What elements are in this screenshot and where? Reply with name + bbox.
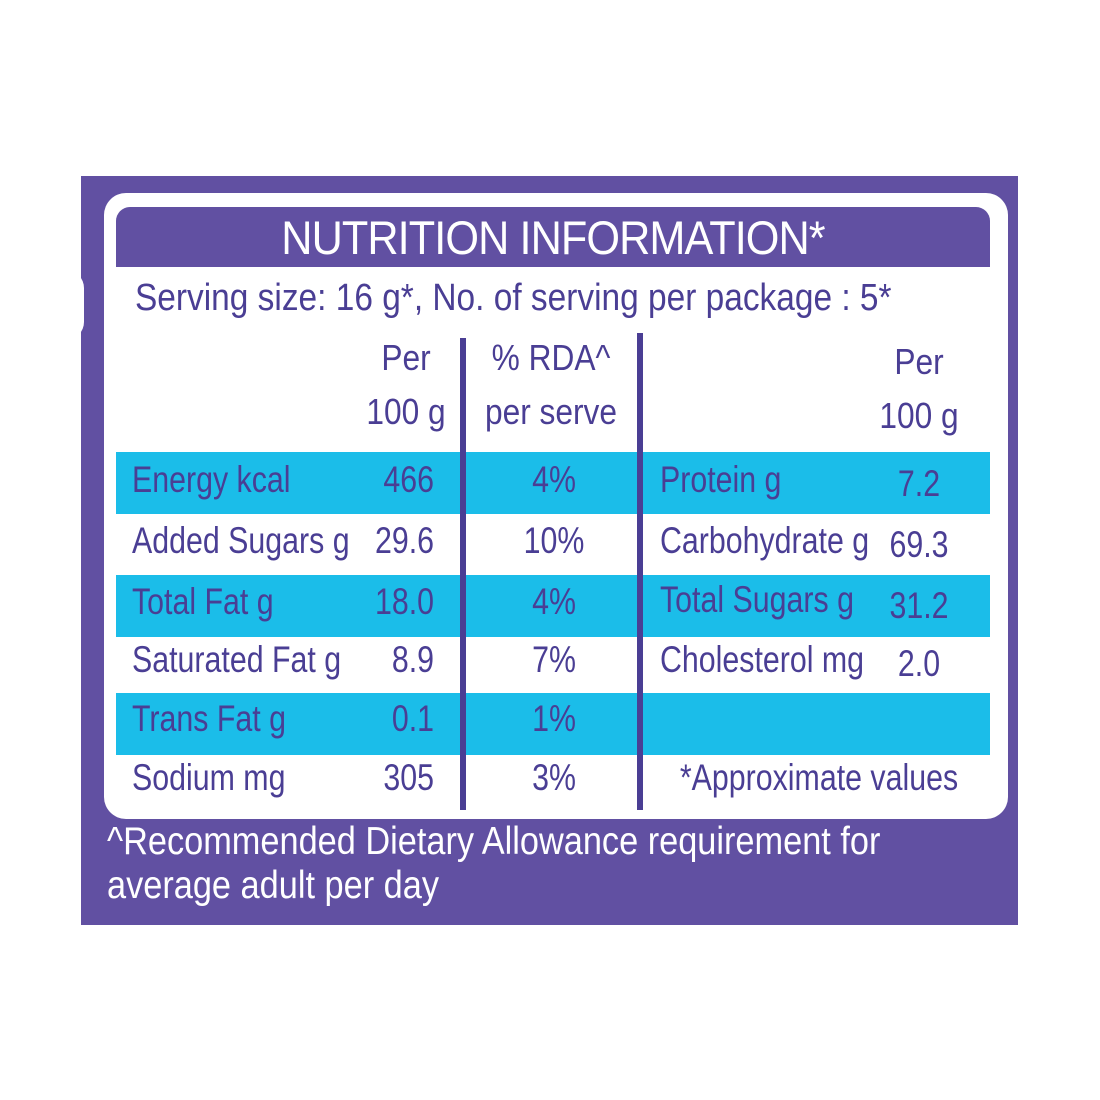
- nutrient-rda: 4%: [532, 581, 576, 622]
- row-highlight-3: [116, 575, 990, 637]
- header-per-left-line2: 100 g: [366, 391, 446, 432]
- nutrient-value: 69.3: [889, 524, 949, 565]
- nutrient-value: 2.0: [897, 643, 941, 684]
- nutrient-label: Total Fat g: [132, 581, 274, 622]
- nutrient-label: Sodium mg: [132, 757, 286, 798]
- row-highlight-5: [116, 693, 990, 755]
- nutrient-label: Cholesterol mg: [660, 639, 865, 680]
- rda-footnote: ^Recommended Dietary Allowance requireme…: [107, 820, 881, 907]
- approx-values-note: *Approximate values: [679, 757, 959, 798]
- nutrient-label: Energy kcal: [132, 459, 291, 500]
- nutrient-rda: 7%: [532, 639, 576, 680]
- nutrient-label: Protein g: [660, 459, 782, 500]
- nutrient-value: 7.2: [897, 463, 941, 504]
- header-per-left-line1: Per: [381, 337, 431, 378]
- header-per-right-line2: 100 g: [879, 395, 959, 436]
- nutrient-label: Saturated Fat g: [132, 639, 342, 680]
- serving-info: Serving size: 16 g*, No. of serving per …: [135, 277, 892, 319]
- header-rda-line2: per serve: [484, 391, 618, 432]
- nutrient-rda: 10%: [523, 520, 585, 561]
- nutrient-label: Total Sugars g: [660, 579, 854, 620]
- nutrient-rda: 1%: [532, 698, 576, 739]
- header-per-right-line1: Per: [894, 341, 944, 382]
- nutrient-value: 31.2: [889, 585, 949, 626]
- nutrient-rda: 3%: [532, 757, 576, 798]
- nutrient-value: 29.6: [374, 520, 434, 561]
- nutrient-value: 0.1: [391, 698, 434, 739]
- divider-left: [460, 338, 466, 810]
- row-highlight-1: [116, 452, 990, 514]
- nutrient-label: Trans Fat g: [132, 698, 287, 739]
- nutrient-label: Carbohydrate g: [660, 520, 870, 561]
- nutrient-value: 466: [383, 459, 434, 500]
- nutrient-value: 18.0: [374, 581, 434, 622]
- page-title: NUTRITION INFORMATION*: [281, 211, 825, 264]
- nutrition-table-card: NUTRITION INFORMATION* Serving size: 16 …: [104, 193, 1008, 819]
- divider-right: [637, 333, 643, 810]
- header-rda-line1: % RDA^: [491, 337, 611, 378]
- panel-notch: [66, 270, 84, 340]
- nutrient-value: 8.9: [391, 639, 434, 680]
- nutrient-rda: 4%: [532, 459, 576, 500]
- title-bar: NUTRITION INFORMATION*: [116, 207, 990, 267]
- nutrient-value: 305: [383, 757, 434, 798]
- nutrient-label: Added Sugars g: [132, 520, 350, 561]
